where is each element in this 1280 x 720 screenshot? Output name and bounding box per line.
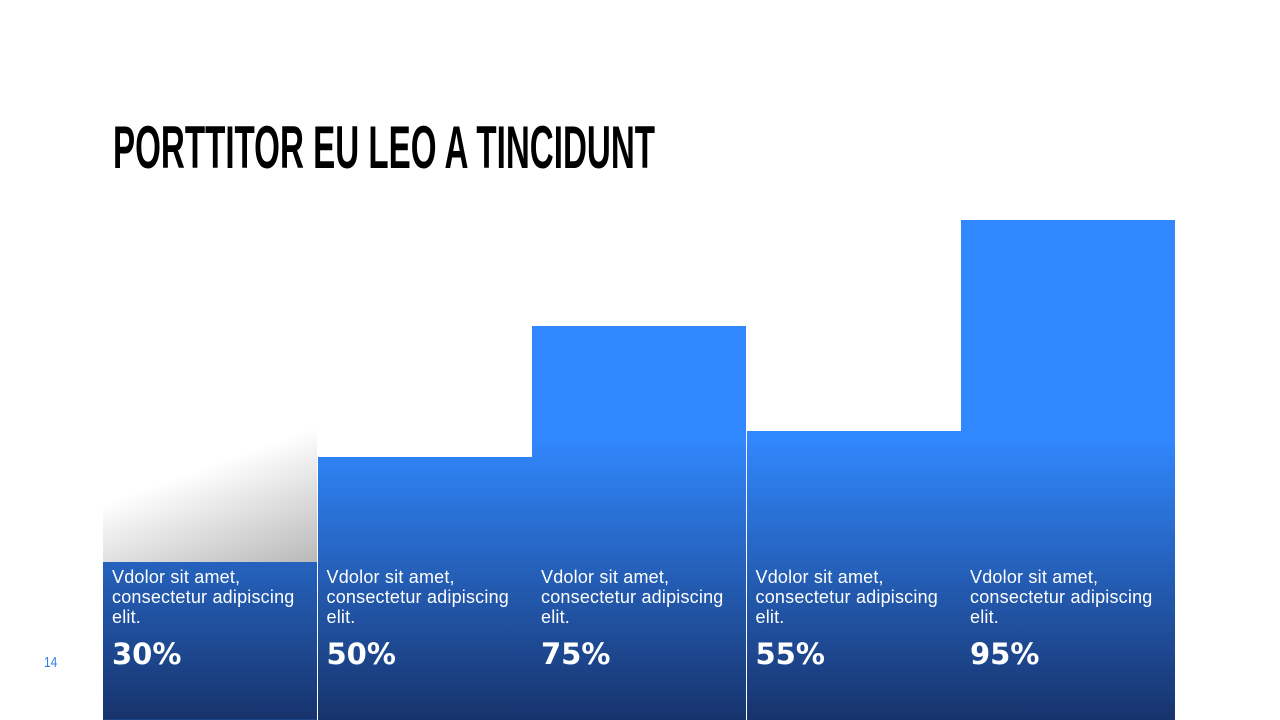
value-label: 55%: [755, 637, 825, 671]
value-label: 75%: [541, 637, 611, 671]
bar-description: Vdolor sit amet, consectetur adipiscing …: [970, 567, 1153, 627]
bar: [746, 430, 961, 720]
bar-description: Vdolor sit amet, consectetur adipiscing …: [755, 567, 939, 627]
bar-description: Vdolor sit amet, consectetur adipiscing …: [112, 567, 295, 627]
value-label: 30%: [112, 637, 182, 671]
bar: [317, 457, 532, 720]
title-area: PORTTITOR EU LEO A TINCIDUNT: [113, 114, 655, 181]
page-number: 14: [44, 654, 58, 671]
chart-title: PORTTITOR EU LEO A TINCIDUNT: [113, 114, 655, 181]
value-label: 95%: [970, 637, 1040, 671]
bar-description: Vdolor sit amet, consectetur adipiscing …: [326, 567, 510, 627]
shadow: [103, 430, 317, 564]
bar-description: Vdolor sit amet, consectetur adipiscing …: [541, 567, 724, 627]
value-label: 50%: [326, 637, 396, 671]
bar: [103, 562, 317, 720]
bar: [532, 325, 746, 720]
bar: [961, 220, 1175, 720]
